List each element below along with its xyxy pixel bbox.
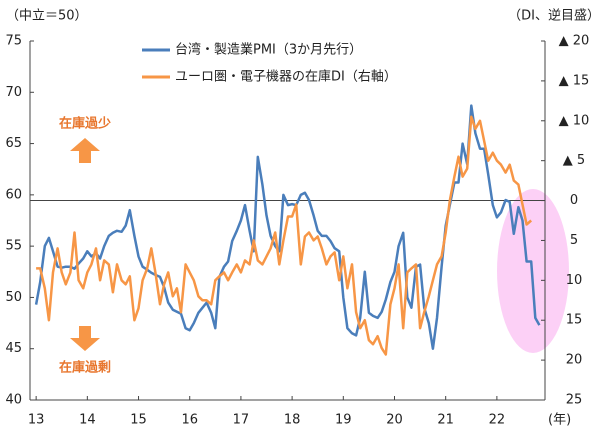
annotation: 在庫過剰 <box>59 360 111 376</box>
y2-axis-label: （DI、逆目盛） <box>508 8 600 24</box>
y-tick-label: 50 <box>5 290 22 305</box>
legend-label: 台湾・製造業PMI（3か月先行） <box>175 42 362 58</box>
x-tick-label: 18 <box>284 413 301 428</box>
x-tick-label: 17 <box>233 413 250 428</box>
series-line <box>36 115 533 356</box>
down-arrow <box>70 326 100 351</box>
x-tick-label: 21 <box>437 413 454 428</box>
y-tick-label: 55 <box>5 239 22 254</box>
x-tick-label: 20 <box>386 413 403 428</box>
y-tick-label: 70 <box>5 85 22 100</box>
x-tick-label: 19 <box>335 413 352 428</box>
y-tick-label: 60 <box>5 187 22 202</box>
x-tick-label: 22 <box>489 413 506 428</box>
x-axis-label: (年) <box>548 413 571 428</box>
y-tick-label: 45 <box>5 341 22 356</box>
y2-tick-label: 0 <box>570 193 578 208</box>
series-line <box>34 104 541 350</box>
up-arrow <box>70 138 100 163</box>
x-tick-label: 13 <box>28 413 45 428</box>
y2-tick-label: 25 <box>566 393 583 408</box>
y-axis-label: （中立＝50） <box>6 9 88 24</box>
y-tick-label: 40 <box>5 393 22 408</box>
y-tick-label: 75 <box>5 34 22 49</box>
y2-tick-label: 20 <box>566 353 583 368</box>
y2-tick-label: 5 <box>570 233 578 248</box>
y-tick-label: 65 <box>5 136 22 151</box>
x-tick-label: 14 <box>79 413 96 428</box>
legend-label: ユーロ圏・電子機器の在庫DI（右軸） <box>175 70 397 85</box>
y2-tick-label: ▲ 10 <box>559 113 590 128</box>
y2-tick-label: ▲ 15 <box>559 73 590 88</box>
y2-tick-label: 15 <box>566 313 583 328</box>
y2-tick-label: 10 <box>566 273 583 288</box>
y2-tick-label: ▲ 5 <box>563 153 585 168</box>
y2-tick-label: ▲ 20 <box>559 34 590 49</box>
x-tick-label: 16 <box>181 413 198 428</box>
x-tick-label: 15 <box>130 413 147 428</box>
annotation: 在庫過少 <box>59 116 111 132</box>
